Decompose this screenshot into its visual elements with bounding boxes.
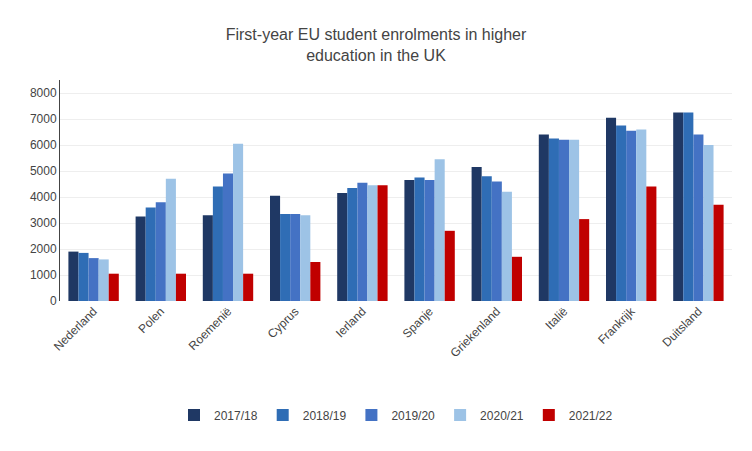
svg-text:Polen: Polen [136, 304, 168, 336]
svg-text:0: 0 [50, 294, 57, 308]
svg-text:Italië: Italië [543, 304, 571, 332]
svg-text:2020/21: 2020/21 [480, 409, 524, 423]
svg-text:2017/18: 2017/18 [214, 409, 258, 423]
svg-text:Duitsland: Duitsland [659, 304, 704, 349]
svg-text:Cyprus: Cyprus [265, 304, 302, 341]
svg-text:Nederland: Nederland [51, 304, 100, 353]
svg-text:6000: 6000 [30, 138, 57, 152]
svg-text:4000: 4000 [30, 190, 57, 204]
svg-text:Ierland: Ierland [333, 304, 369, 340]
svg-text:7000: 7000 [30, 112, 57, 126]
svg-text:Griekenland: Griekenland [448, 304, 504, 360]
svg-text:First-year EU student enrolmen: First-year EU student enrolments in high… [226, 26, 527, 64]
svg-text:Roemenië: Roemenië [186, 304, 235, 353]
svg-text:3000: 3000 [30, 216, 57, 230]
svg-text:Frankrijk: Frankrijk [595, 304, 638, 347]
svg-text:1000: 1000 [30, 268, 57, 282]
svg-text:5000: 5000 [30, 164, 57, 178]
svg-text:2019/20: 2019/20 [391, 409, 435, 423]
svg-text:2000: 2000 [30, 242, 57, 256]
svg-text:2021/22: 2021/22 [569, 409, 613, 423]
svg-text:Spanje: Spanje [400, 304, 437, 341]
svg-text:8000: 8000 [30, 86, 57, 100]
svg-text:2018/19: 2018/19 [303, 409, 347, 423]
